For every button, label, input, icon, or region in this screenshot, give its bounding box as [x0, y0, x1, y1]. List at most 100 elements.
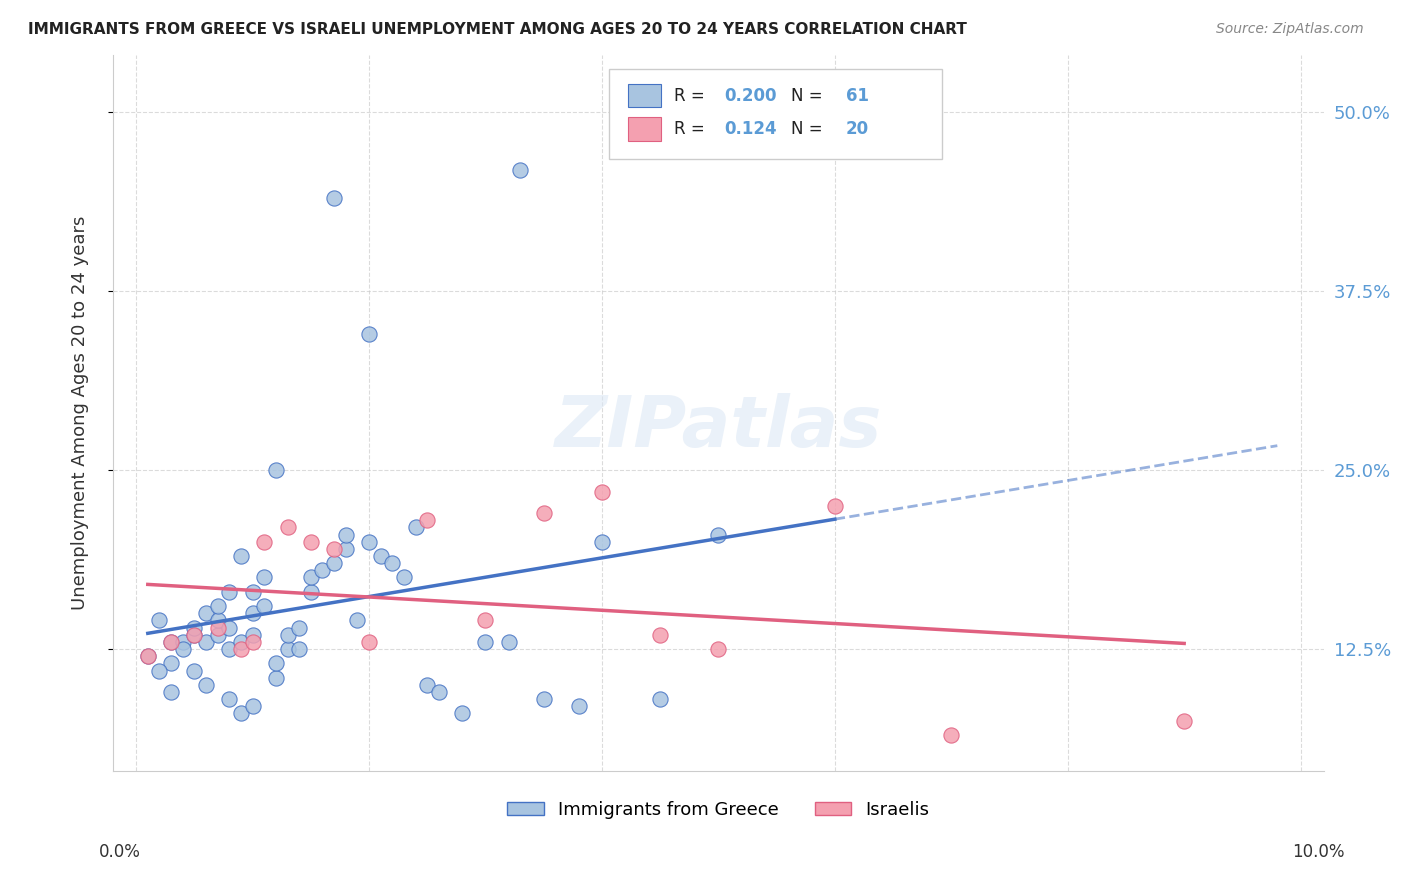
Point: [207, 599, 229, 614]
Point: [498, 635, 520, 649]
Point: [253, 534, 276, 549]
Point: [591, 484, 613, 499]
Point: [335, 541, 357, 556]
Point: [229, 635, 252, 649]
Point: [172, 635, 194, 649]
Point: [183, 664, 205, 678]
Point: [392, 570, 415, 584]
Point: [323, 556, 346, 570]
Point: [160, 635, 183, 649]
Point: [427, 685, 450, 699]
FancyBboxPatch shape: [609, 70, 942, 159]
Point: [172, 642, 194, 657]
Point: [381, 556, 404, 570]
Point: [370, 549, 392, 563]
Point: [568, 699, 591, 714]
Text: ZIPatlas: ZIPatlas: [555, 392, 882, 462]
Text: R =: R =: [673, 87, 710, 105]
Y-axis label: Unemployment Among Ages 20 to 24 years: Unemployment Among Ages 20 to 24 years: [72, 216, 89, 610]
Text: N =: N =: [792, 87, 828, 105]
Point: [299, 534, 322, 549]
Point: [264, 671, 287, 685]
Point: [136, 649, 159, 664]
Point: [242, 607, 264, 621]
Point: [346, 614, 368, 628]
Point: [591, 534, 613, 549]
Point: [288, 621, 311, 635]
Text: 10.0%: 10.0%: [1292, 843, 1346, 861]
Point: [276, 642, 298, 657]
Point: [253, 599, 276, 614]
Point: [941, 728, 963, 742]
Point: [451, 706, 474, 721]
Point: [160, 657, 183, 671]
Point: [276, 520, 298, 534]
Point: [183, 628, 205, 642]
Text: 20: 20: [845, 120, 869, 138]
Point: [707, 527, 730, 541]
Point: [416, 513, 439, 527]
Legend: Immigrants from Greece, Israelis: Immigrants from Greece, Israelis: [501, 794, 936, 826]
Point: [207, 628, 229, 642]
Point: [136, 649, 159, 664]
Point: [299, 570, 322, 584]
Point: [242, 699, 264, 714]
Point: [311, 563, 333, 577]
Point: [357, 327, 380, 342]
FancyBboxPatch shape: [627, 84, 661, 107]
Point: [195, 635, 218, 649]
Point: [264, 463, 287, 477]
Text: 0.200: 0.200: [724, 87, 778, 105]
Point: [650, 628, 672, 642]
Text: 0.0%: 0.0%: [98, 843, 141, 861]
Point: [509, 162, 531, 177]
Point: [207, 621, 229, 635]
Point: [148, 664, 170, 678]
Point: [474, 635, 496, 649]
Point: [323, 191, 346, 205]
Point: [276, 628, 298, 642]
Point: [218, 584, 240, 599]
Point: [253, 570, 276, 584]
Point: [242, 635, 264, 649]
Point: [650, 692, 672, 706]
Point: [218, 621, 240, 635]
Point: [533, 506, 555, 520]
Point: [160, 635, 183, 649]
Point: [357, 534, 380, 549]
Point: [229, 642, 252, 657]
Point: [183, 628, 205, 642]
Point: [474, 614, 496, 628]
Point: [299, 584, 322, 599]
Point: [242, 628, 264, 642]
Point: [218, 642, 240, 657]
Text: R =: R =: [673, 120, 714, 138]
Point: [405, 520, 427, 534]
Text: Source: ZipAtlas.com: Source: ZipAtlas.com: [1216, 22, 1364, 37]
Point: [229, 549, 252, 563]
Point: [160, 685, 183, 699]
Point: [218, 692, 240, 706]
Point: [1173, 714, 1195, 728]
Point: [707, 642, 730, 657]
Point: [229, 706, 252, 721]
Point: [288, 642, 311, 657]
Point: [264, 657, 287, 671]
Text: 0.124: 0.124: [724, 120, 778, 138]
Text: IMMIGRANTS FROM GREECE VS ISRAELI UNEMPLOYMENT AMONG AGES 20 TO 24 YEARS CORRELA: IMMIGRANTS FROM GREECE VS ISRAELI UNEMPL…: [28, 22, 967, 37]
Point: [148, 614, 170, 628]
Point: [195, 678, 218, 692]
Point: [357, 635, 380, 649]
Point: [242, 584, 264, 599]
Point: [416, 678, 439, 692]
Point: [323, 541, 346, 556]
Point: [183, 621, 205, 635]
Text: N =: N =: [792, 120, 828, 138]
Point: [335, 527, 357, 541]
Point: [195, 607, 218, 621]
Point: [533, 692, 555, 706]
Point: [207, 614, 229, 628]
Point: [824, 499, 846, 513]
FancyBboxPatch shape: [627, 118, 661, 141]
Text: 61: 61: [845, 87, 869, 105]
